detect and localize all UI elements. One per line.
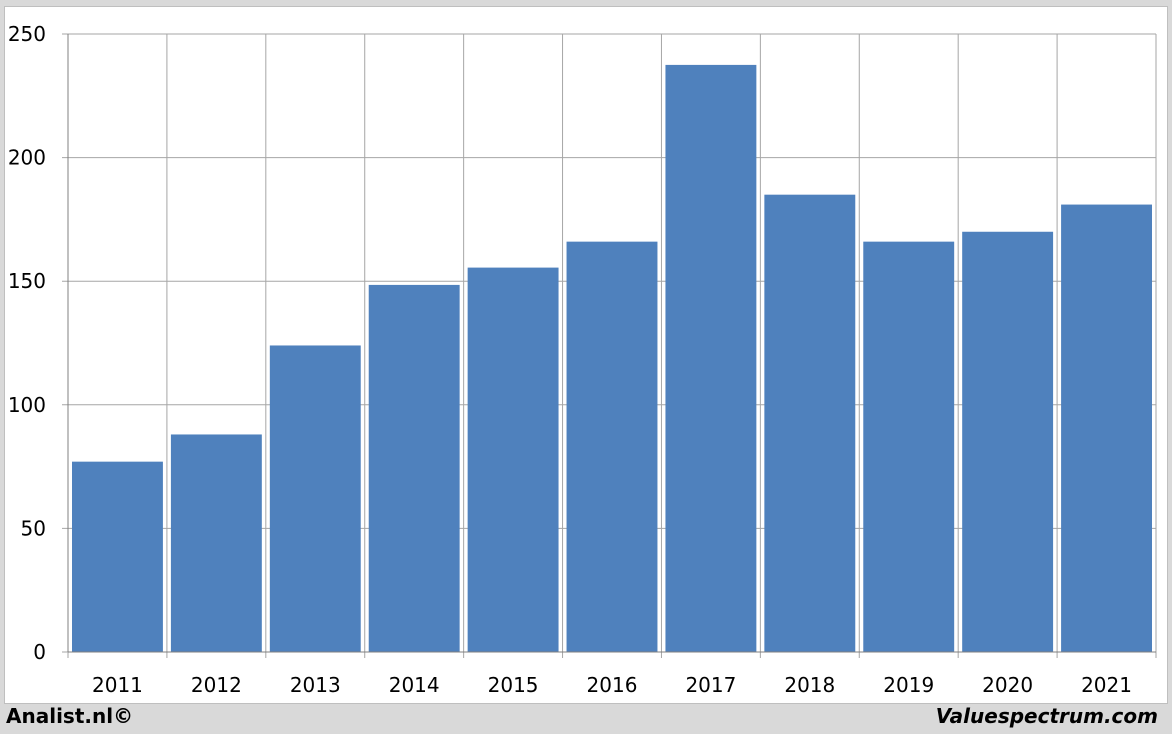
- bar-2013: [269, 345, 361, 652]
- bar-2015: [467, 267, 559, 652]
- x-tick-label-2020: 2020: [982, 673, 1033, 697]
- x-tick-label-2013: 2013: [290, 673, 341, 697]
- x-tick-label-2018: 2018: [784, 673, 835, 697]
- bar-2020: [962, 231, 1054, 652]
- bar-2012: [170, 434, 262, 652]
- y-tick-label-0: 0: [33, 640, 46, 664]
- x-tick-label-2015: 2015: [488, 673, 539, 697]
- bar-2016: [566, 241, 658, 652]
- x-tick-label-2011: 2011: [92, 673, 143, 697]
- bar-2014: [368, 284, 460, 652]
- x-tick-label-2021: 2021: [1081, 673, 1132, 697]
- y-tick-label-150: 150: [8, 269, 46, 293]
- bar-2019: [863, 241, 955, 652]
- bar-2011: [72, 461, 163, 652]
- bar-chart: 0 50 100 150 200 250 2011 2012 2013 2014 2015 2016 2…: [8, 22, 1157, 697]
- footer-source-label: Analist.nl©: [6, 704, 134, 728]
- x-tick-label-2012: 2012: [191, 673, 242, 697]
- bar-2021: [1061, 204, 1152, 652]
- y-tick-label-50: 50: [21, 516, 46, 540]
- x-tick-label-2014: 2014: [389, 673, 440, 697]
- x-tick-label-2019: 2019: [883, 673, 934, 697]
- y-tick-label-200: 200: [8, 146, 46, 170]
- bar-2018: [764, 194, 856, 652]
- x-tick-label-2017: 2017: [685, 673, 736, 697]
- y-tick-label-100: 100: [8, 393, 46, 417]
- bar-2017: [665, 64, 757, 652]
- y-tick-label-250: 250: [8, 22, 46, 46]
- footer-brand-label: Valuespectrum.com: [935, 704, 1158, 728]
- x-tick-label-2016: 2016: [587, 673, 638, 697]
